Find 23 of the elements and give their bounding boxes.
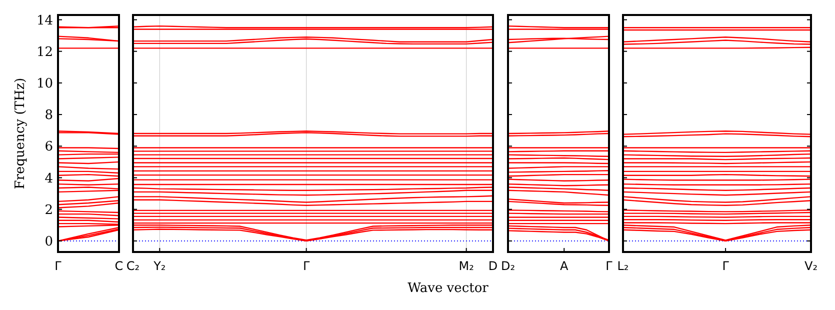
y-tick-label: 12 <box>36 44 53 60</box>
y-tick-label: 10 <box>36 76 53 92</box>
x-tick-label: Y₂ <box>152 259 166 273</box>
x-tick-label: Γ <box>606 259 613 273</box>
x-tick-label: L₂ <box>617 259 629 273</box>
x-tick-label: Γ <box>722 259 730 273</box>
x-tick-label: D₂ <box>500 259 516 273</box>
y-axis-title: Frequency (THz) <box>13 78 28 190</box>
x-tick-label: V₂ <box>804 259 818 273</box>
y-tick-label: 0 <box>44 234 53 250</box>
x-tick-label: C <box>114 259 124 273</box>
x-tick-label: A <box>560 259 569 273</box>
x-tick-label: M₂ <box>458 259 474 273</box>
x-tick-label: Γ <box>302 259 310 273</box>
y-tick-label: 14 <box>36 13 53 28</box>
y-tick-label: 2 <box>44 202 53 218</box>
x-tick-label: D <box>488 259 498 273</box>
x-tick-label: Γ <box>54 259 62 273</box>
y-tick-label: 6 <box>44 140 53 155</box>
y-tick-label: 4 <box>44 171 53 186</box>
y-tick-label: 8 <box>44 108 53 124</box>
x-tick-label: C₂ <box>126 259 140 273</box>
x-axis-title: Wave vector <box>408 281 490 296</box>
